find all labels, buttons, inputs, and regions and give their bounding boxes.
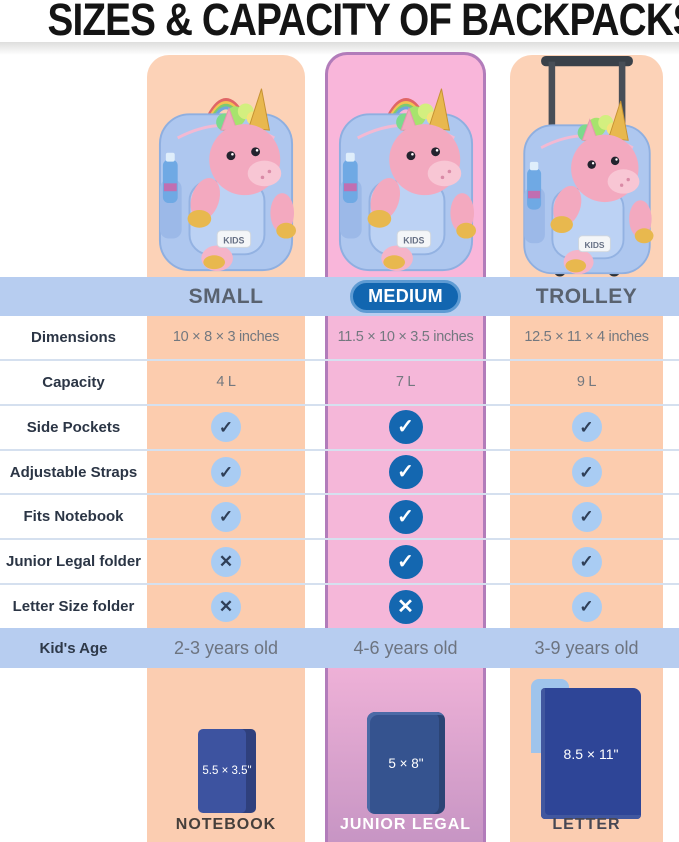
value-cell-medium: ✓	[325, 450, 486, 494]
notebook-size: 5.5 × 3.5"	[202, 765, 252, 777]
value-cell-trolley: ✓	[510, 405, 663, 449]
check-icon: ✓	[211, 457, 241, 487]
value-cell-trolley: ✓	[510, 585, 663, 629]
column-header-small: SMALL	[188, 284, 264, 308]
comparison-table: Dimensions 10 × 8 × 3 inches 11.5 × 10 ×…	[0, 316, 679, 629]
notebook-label: NOTEBOOK	[175, 816, 277, 833]
feature-label: Letter Size folder	[12, 598, 135, 616]
medium-highlight-pill: MEDIUM	[350, 280, 461, 313]
check-icon: ✓	[571, 457, 602, 487]
check-icon: ✓	[571, 412, 602, 443]
value-cell-small: ✕	[147, 540, 305, 584]
medium-backpack-card	[325, 52, 486, 277]
feature-label: Adjustable Straps	[9, 463, 138, 481]
junior-legal-illustration: 5 × 8"	[367, 712, 445, 814]
kids-age-trolley: 3-9 years old	[534, 637, 639, 658]
value-cell-small: ✕	[147, 585, 305, 629]
table-row-letter-size-folder: Letter Size folder ✕ ✕ ✓	[0, 585, 679, 629]
cross-icon: ✕	[211, 546, 241, 577]
check-icon: ✓	[388, 499, 423, 534]
check-icon: ✓	[211, 412, 241, 443]
feature-label: Junior Legal folder	[5, 553, 141, 571]
check-icon: ✓	[571, 591, 602, 622]
junior-legal-size: 5 × 8"	[388, 755, 424, 771]
feature-label: Side Pockets	[26, 418, 121, 436]
folder-body: 8.5 × 11"	[541, 688, 641, 819]
kids-age-band: Kid's Age 2-3 years old 4-6 years old 3-…	[0, 628, 679, 668]
kids-age-label-cell: Kid's Age	[39, 639, 108, 657]
title-shadow	[0, 42, 679, 55]
feature-label: Dimensions	[30, 328, 117, 346]
value-cell-trolley: ✓	[510, 540, 663, 584]
small-backpack-photo	[158, 87, 298, 273]
trolley-backpack-photo	[522, 56, 655, 277]
junior-legal-label: JUNIOR LEGAL	[339, 816, 472, 833]
letter-size: 8.5 × 11"	[563, 745, 619, 762]
check-icon: ✓	[571, 501, 602, 532]
value-cell-medium: ✓	[325, 495, 486, 539]
value-cell-trolley: ✓	[510, 495, 663, 539]
value-cell-medium: 11.5 × 10 × 3.5 inches	[325, 316, 486, 359]
cross-icon: ✕	[388, 589, 423, 624]
column-header-medium: MEDIUM	[325, 277, 486, 316]
value-cell-medium: ✕	[325, 585, 486, 629]
letter-label: LETTER	[552, 816, 621, 833]
feature-label: Capacity	[42, 373, 105, 391]
cross-icon: ✕	[211, 591, 241, 622]
letter-folder-illustration: 8.5 × 11"	[529, 679, 641, 819]
value-cell-small: ✓	[147, 450, 305, 494]
value-cell-small: ✓	[147, 405, 305, 449]
kids-age-small: 2-3 years old	[173, 637, 279, 658]
page-title: SIZES & CAPACITY OF BACKPACKS	[47, 0, 679, 45]
check-icon: ✓	[388, 410, 423, 445]
table-row-side-pockets: Side Pockets ✓ ✓ ✓	[0, 405, 679, 451]
kids-age-medium: 4-6 years old	[353, 637, 458, 658]
notebook-illustration: 5.5 × 3.5"	[198, 729, 256, 813]
table-row-adjustable-straps: Adjustable Straps ✓ ✓ ✓	[0, 450, 679, 496]
table-row-capacity: Capacity 4 L 7 L 9 L	[0, 360, 679, 406]
check-icon: ✓	[388, 455, 423, 489]
table-row-dimensions: Dimensions 10 × 8 × 3 inches 11.5 × 10 ×…	[0, 316, 679, 361]
column-header-trolley: TROLLEY	[535, 284, 638, 308]
check-icon: ✓	[388, 544, 423, 579]
value-cell-medium: ✓	[325, 540, 486, 584]
check-icon: ✓	[211, 501, 241, 532]
value-cell-small: 10 × 8 × 3 inches	[147, 316, 305, 359]
small-backpack-card	[147, 55, 305, 277]
table-row-junior-legal-folder: Junior Legal folder ✕ ✓ ✓	[0, 540, 679, 586]
value-cell-trolley: 9 L	[510, 360, 663, 404]
value-cell-small: ✓	[147, 495, 305, 539]
value-cell-trolley: ✓	[510, 450, 663, 494]
value-cell-medium: 7 L	[325, 360, 486, 404]
value-cell-trolley: 12.5 × 11 × 4 inches	[510, 316, 663, 359]
feature-label: Fits Notebook	[23, 508, 124, 526]
trolley-backpack-card	[510, 55, 663, 277]
medium-backpack-photo	[337, 87, 477, 273]
column-header-band: SMALL MEDIUM TROLLEY	[0, 277, 679, 316]
check-icon: ✓	[571, 546, 602, 577]
value-cell-small: 4 L	[147, 360, 305, 404]
value-cell-medium: ✓	[325, 405, 486, 449]
table-row-fits-notebook: Fits Notebook ✓ ✓ ✓	[0, 495, 679, 541]
